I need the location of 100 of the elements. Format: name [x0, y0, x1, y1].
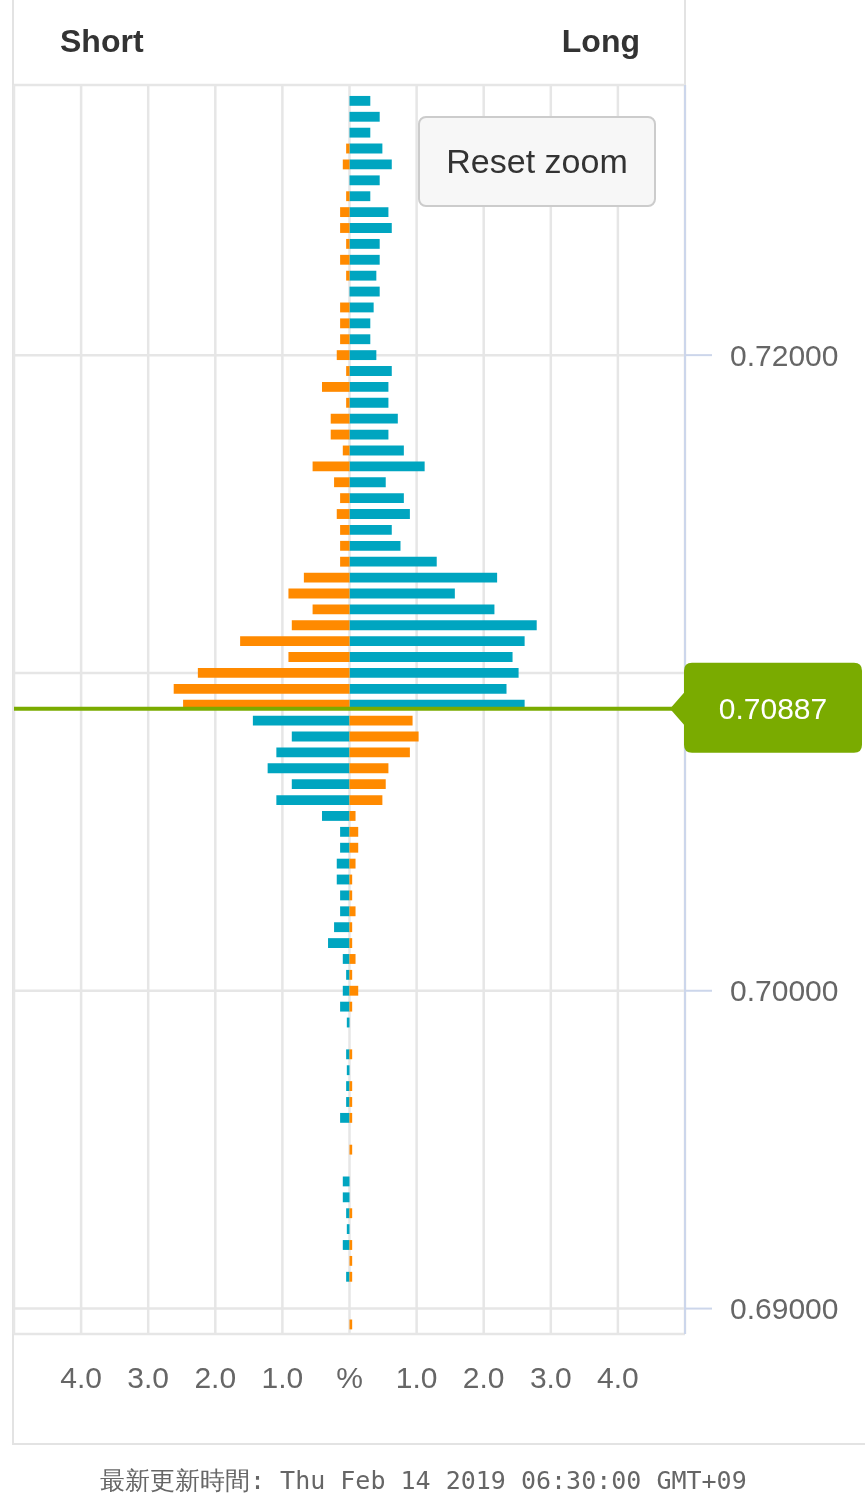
- bar: [321, 381, 350, 392]
- bar: [349, 540, 401, 551]
- bar: [334, 477, 350, 488]
- bar: [349, 238, 380, 249]
- bar: [349, 795, 383, 805]
- bar: [349, 159, 392, 170]
- bar: [346, 397, 350, 408]
- bar: [336, 858, 350, 869]
- x-tick-label: 1.0: [261, 1361, 304, 1395]
- bar: [349, 985, 359, 996]
- bar: [328, 938, 350, 948]
- bar: [349, 477, 386, 488]
- x-tick-label: 2.0: [462, 1361, 505, 1395]
- bar: [312, 461, 350, 472]
- bar: [336, 350, 350, 361]
- bar: [342, 954, 350, 964]
- bar: [321, 811, 350, 821]
- bar: [349, 254, 380, 265]
- bar: [340, 540, 350, 551]
- bar: [342, 1240, 350, 1250]
- bar: [340, 842, 350, 853]
- bar: [349, 413, 398, 424]
- bar: [349, 127, 371, 138]
- bar: [349, 270, 377, 281]
- bar: [340, 556, 350, 567]
- bar: [340, 493, 350, 504]
- bar: [276, 795, 350, 805]
- text: Long: [560, 22, 640, 61]
- x-tick-label: %: [336, 1361, 363, 1395]
- x-tick-label: 3.0: [127, 1361, 170, 1395]
- bar: [340, 302, 350, 313]
- bar: [346, 238, 350, 249]
- bar: [349, 683, 507, 694]
- bar: [303, 572, 350, 583]
- bar: [340, 524, 350, 535]
- bar: [330, 429, 350, 440]
- bar: [340, 1112, 350, 1123]
- bar: [291, 731, 350, 742]
- bar: [349, 668, 519, 678]
- bar: [340, 826, 350, 837]
- bar: [342, 159, 350, 170]
- bar: [334, 922, 350, 933]
- bar: [349, 461, 425, 472]
- bar: [340, 1001, 350, 1012]
- bar: [349, 652, 513, 662]
- bar: [349, 572, 498, 583]
- bar: [349, 318, 371, 329]
- text: Short: [60, 22, 144, 61]
- bar: [349, 620, 537, 631]
- bar: [349, 763, 389, 774]
- bar: [291, 620, 350, 631]
- bar: [267, 763, 350, 774]
- bar: [349, 715, 413, 726]
- bar: [349, 842, 359, 853]
- y-tick-label: 0.70000: [730, 974, 839, 1008]
- bar: [349, 811, 356, 821]
- text: 最新更新時間: Thu Feb 14 2019 06:30:00 GMT+09: [100, 1466, 747, 1496]
- bar: [340, 334, 350, 345]
- bar: [349, 524, 392, 535]
- bar: [342, 445, 350, 456]
- bar: [240, 636, 350, 647]
- bar: [349, 397, 389, 408]
- bar: [346, 270, 350, 281]
- bar: [349, 366, 392, 376]
- bar: [342, 985, 350, 996]
- bar: [349, 493, 404, 504]
- bar: [349, 858, 356, 869]
- bar: [342, 1176, 350, 1187]
- bar: [349, 207, 389, 218]
- bar: [349, 731, 419, 742]
- bar: [349, 111, 380, 122]
- bar: [342, 1192, 350, 1203]
- bar: [346, 143, 350, 154]
- bar: [288, 588, 350, 599]
- bar: [197, 668, 350, 678]
- bar: [349, 779, 386, 790]
- bar: [346, 191, 350, 202]
- bar: [336, 874, 350, 885]
- ref-line-label: 0.70887: [718, 692, 828, 726]
- bar: [340, 906, 350, 917]
- x-tick-label: 3.0: [529, 1361, 572, 1395]
- bar: [349, 350, 377, 361]
- x-tick-label: 1.0: [395, 1361, 438, 1395]
- bar: [349, 604, 495, 615]
- bar: [340, 318, 350, 329]
- y-tick-label: 0.69000: [730, 1292, 839, 1326]
- bar: [349, 509, 410, 519]
- bar: [349, 826, 359, 837]
- bar: [291, 779, 350, 790]
- bar: [340, 890, 350, 901]
- bar: [349, 223, 392, 233]
- bar: [312, 604, 350, 615]
- bar: [349, 556, 437, 567]
- bar: [349, 95, 371, 106]
- bar: [349, 381, 389, 392]
- bar: [349, 302, 374, 313]
- bar: [349, 334, 371, 345]
- bar: [340, 223, 350, 233]
- bar: [340, 254, 350, 265]
- bar: [173, 683, 350, 694]
